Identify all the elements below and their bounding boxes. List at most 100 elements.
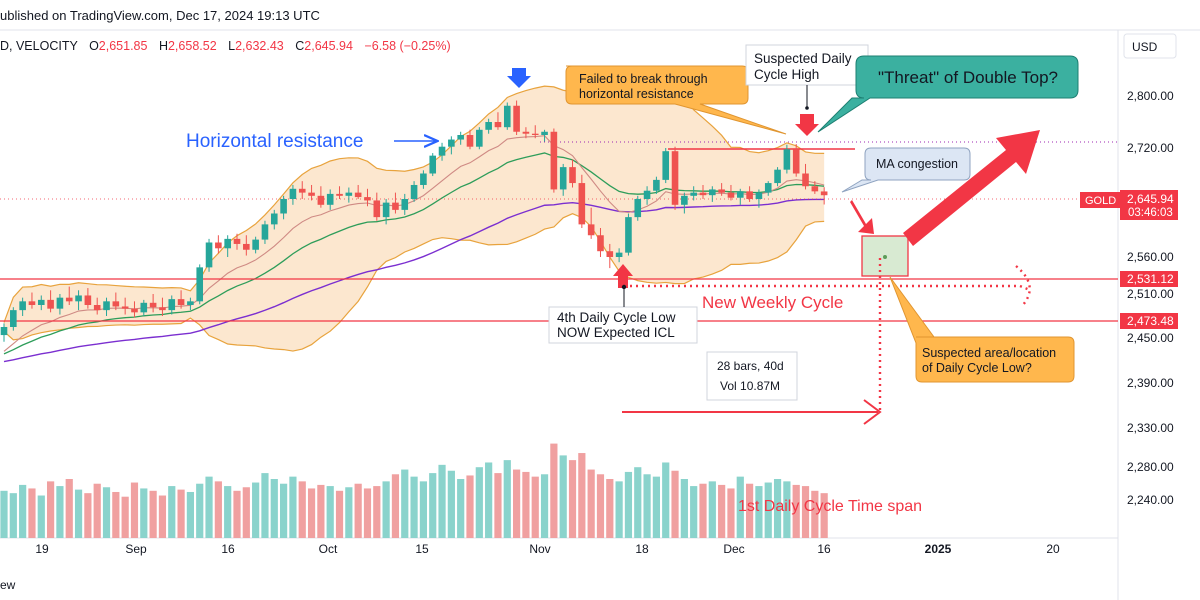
volume-bar — [531, 476, 539, 538]
time-axis[interactable]: 19 Sep 16 Oct 15 Nov 18 Dec 16 2025 20 — [35, 542, 1060, 556]
candle-body — [168, 299, 176, 311]
candle-body — [75, 295, 82, 302]
candle-body — [177, 299, 185, 305]
volume-bar — [727, 488, 735, 538]
candle-body — [354, 192, 362, 198]
volume-bar — [37, 495, 45, 538]
candle-body — [270, 213, 278, 225]
volume-bar — [382, 481, 390, 538]
low-value: 2,632.43 — [235, 39, 284, 53]
candle-body — [802, 173, 809, 187]
candle-body — [233, 238, 241, 244]
volume-bar — [559, 455, 567, 538]
measure-tool-box — [706, 351, 798, 401]
x-tick-label: Sep — [125, 542, 147, 556]
volume-bar — [550, 443, 558, 538]
candle-body — [196, 267, 204, 302]
low-label: L — [228, 39, 236, 53]
volume-bar — [84, 493, 92, 538]
volume-bar — [587, 469, 595, 538]
candle-body — [149, 302, 157, 308]
volume-bar — [503, 460, 511, 538]
candle-body — [522, 131, 530, 134]
candle-body — [494, 122, 502, 128]
cycle-arc-dotted — [1015, 265, 1031, 307]
volume-bar — [606, 479, 614, 538]
candle-body — [792, 149, 800, 174]
volume-bar — [205, 476, 213, 538]
close-value: 2,645.94 — [304, 39, 353, 53]
price-axis[interactable]: 2,800.002,720.002,640.002,560.002,510.00… — [1127, 89, 1174, 507]
volume-bar — [196, 483, 204, 538]
volume-bar — [513, 469, 521, 538]
volume-bar — [755, 486, 763, 538]
volume-bar — [233, 490, 241, 538]
volume-bar — [783, 481, 791, 538]
candle-body — [690, 192, 697, 196]
candles — [0, 100, 828, 342]
volume-bar — [652, 476, 660, 538]
open-value: 2,651.85 — [98, 39, 148, 53]
band-lower — [3, 213, 825, 352]
volume-bar — [289, 476, 297, 538]
candle-body — [401, 199, 409, 210]
y-tick-label: 2,330.00 — [1127, 421, 1174, 435]
down-arrow-to-box — [850, 200, 874, 234]
candle-body — [718, 189, 725, 193]
candle-body — [746, 191, 753, 199]
volume-bar — [643, 474, 651, 538]
y-tick-label: 2,240.00 — [1127, 493, 1174, 507]
volume-bar — [19, 484, 27, 538]
suspected-text-1: Suspected area/location — [922, 346, 1056, 360]
volume-bar — [112, 491, 120, 538]
volume-bar — [429, 473, 437, 538]
volume-bar — [186, 491, 194, 538]
volume-bar — [457, 479, 465, 538]
candle-body — [587, 224, 595, 236]
volume-bar — [121, 496, 129, 538]
volume-bar — [718, 484, 726, 538]
candle-body — [261, 224, 269, 240]
volume-bar — [9, 493, 17, 538]
change-value: −6.58 (−0.25%) — [364, 39, 451, 53]
candle-body — [205, 242, 213, 268]
volume-bar — [158, 495, 167, 538]
candle-body — [699, 192, 707, 196]
candle-body — [159, 307, 166, 311]
candle-body — [215, 242, 222, 249]
volume-bar — [373, 486, 381, 538]
candle-body — [10, 310, 17, 327]
volume-bar — [615, 481, 623, 538]
candle-body — [541, 131, 548, 135]
candle-body — [569, 167, 576, 184]
failed-text-1: Failed to break through — [579, 72, 708, 86]
icl-red-arrow — [613, 264, 633, 288]
ma-slow — [3, 198, 825, 363]
volume-bars — [0, 443, 828, 538]
measure-bars-text: 28 bars, 40d — [717, 359, 784, 373]
volume-bar — [307, 488, 316, 538]
candle-body — [485, 122, 492, 130]
candle-body — [820, 191, 828, 196]
candle-body — [709, 189, 716, 196]
volume-bar — [811, 490, 819, 538]
candle-body — [653, 179, 660, 191]
candle-body — [550, 131, 558, 190]
volume-bar — [149, 490, 157, 538]
failed-text-2: horizontal resistance — [579, 87, 694, 101]
candle-body — [625, 217, 632, 253]
currency-selector[interactable] — [1123, 33, 1177, 59]
volume-bar — [335, 490, 344, 538]
double-top-text: "Threat" of Double Top? — [878, 68, 1058, 87]
volume-bar — [47, 481, 55, 538]
candle-body — [0, 327, 8, 336]
volume-bar — [130, 482, 139, 538]
ma-mid — [3, 152, 825, 355]
candle-body — [382, 202, 390, 218]
volume-bar — [0, 490, 8, 538]
horizontal-resistance-label: Horizontal resistance — [186, 131, 363, 152]
candle-body — [429, 155, 437, 174]
candle-body — [65, 297, 73, 302]
volume-bar — [494, 473, 502, 538]
